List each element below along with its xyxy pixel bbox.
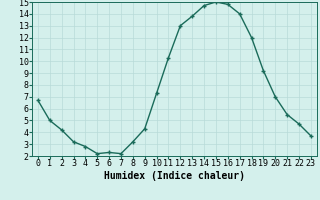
X-axis label: Humidex (Indice chaleur): Humidex (Indice chaleur) <box>104 171 245 181</box>
